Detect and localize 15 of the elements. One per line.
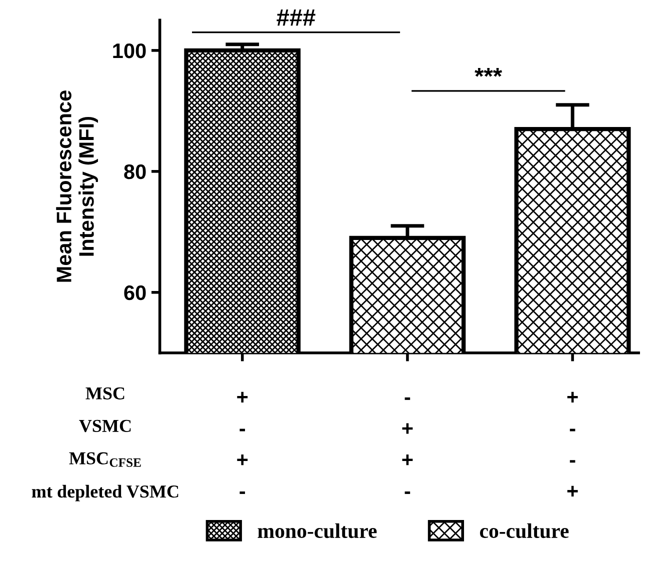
text: MSC <box>86 387 124 400</box>
text: mt depleted VSMC <box>32 484 178 502</box>
legend-label: mono-culture <box>258 523 377 538</box>
text: VSMC <box>79 420 131 432</box>
text: MSC$_{CFSE}$ <box>69 452 141 467</box>
legend-label: co-culture <box>480 523 569 538</box>
y-axis-title: Mean Fluorescence Intensity (MFI) <box>56 90 98 282</box>
annotation: ### <box>276 10 316 26</box>
category-label: + - - + <box>567 392 578 496</box>
y-tick-label: 60 <box>124 285 146 300</box>
annotation: *** <box>474 68 502 77</box>
category-label: + - + - <box>237 392 248 494</box>
y-tick-label: 100 <box>113 43 146 58</box>
category-label: - + + - <box>402 397 413 494</box>
y-tick-label: 80 <box>124 164 146 180</box>
